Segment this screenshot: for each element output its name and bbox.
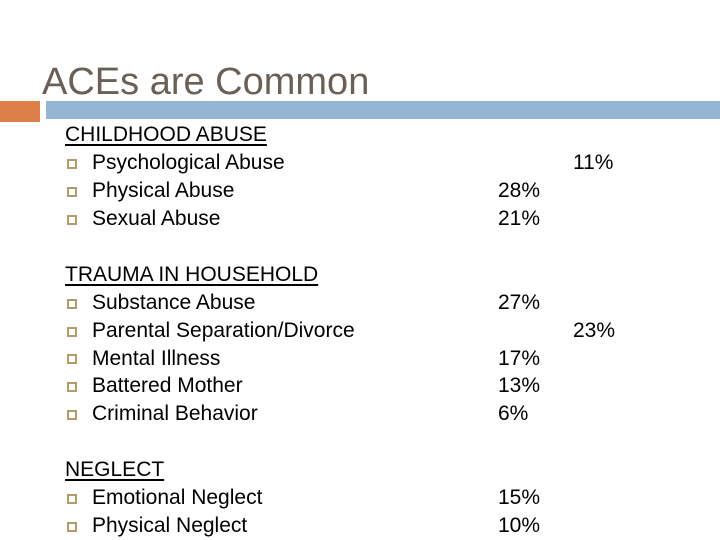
- item-label: Parental Separation/Divorce: [92, 318, 355, 342]
- item-label: Psychological Abuse: [92, 150, 285, 174]
- section-neglect: NEGLECT Emotional Neglect 15% Physical Negl…: [65, 456, 720, 540]
- list-item-battered-mother: Battered Mother 13%: [65, 372, 720, 400]
- list-item-physical-neglect: Physical Neglect 10%: [65, 512, 720, 540]
- section-childhood-abuse: CHILDHOOD ABUSE Psychological Abuse 11% Phy…: [65, 121, 720, 233]
- square-bullet-icon: [67, 186, 77, 197]
- item-percentage: 23%: [573, 318, 616, 342]
- square-bullet-icon: [67, 410, 77, 421]
- list-item-substance-abuse: Substance Abuse 27%: [65, 289, 720, 317]
- item-label: Sexual Abuse: [92, 206, 221, 230]
- square-bullet-icon: [67, 494, 77, 505]
- square-bullet-icon: [67, 298, 77, 309]
- item-label: Mental Illness: [92, 346, 221, 370]
- slide-title: ACEs are Common: [42, 61, 370, 103]
- item-percentage: 10%: [498, 514, 541, 538]
- item-label: Criminal Behavior: [92, 402, 258, 426]
- section-heading-row: TRAUMA IN HOUSEHOLD: [65, 261, 720, 289]
- list-item-criminal-behavior: Criminal Behavior 6%: [65, 400, 720, 428]
- list-item-emotional-neglect: Emotional Neglect 15%: [65, 484, 720, 512]
- item-label: Physical Neglect: [92, 514, 248, 538]
- item-percentage: 28%: [498, 178, 541, 202]
- square-bullet-icon: [67, 158, 77, 169]
- section-trauma-in-household: TRAUMA IN HOUSEHOLD Substance Abuse 27% Par…: [65, 261, 720, 429]
- list-item-physical-abuse: Physical Abuse 28%: [65, 177, 720, 205]
- slide-body: CHILDHOOD ABUSE Psychological Abuse 11% Phy…: [65, 121, 720, 540]
- accent-blue-bar: [46, 101, 720, 119]
- section-heading: NEGLECT: [65, 458, 165, 482]
- item-percentage: 21%: [498, 206, 541, 230]
- section-heading-row: NEGLECT: [65, 456, 720, 484]
- item-label: Battered Mother: [92, 374, 243, 398]
- list-item-psychological-abuse: Psychological Abuse 11%: [65, 149, 720, 177]
- square-bullet-icon: [67, 382, 77, 393]
- square-bullet-icon: [67, 214, 77, 225]
- item-percentage: 11%: [573, 150, 614, 174]
- item-percentage: 27%: [498, 290, 541, 314]
- item-label: Physical Abuse: [92, 178, 235, 202]
- section-heading: CHILDHOOD ABUSE: [65, 123, 267, 146]
- list-item-parental-separation-divorce: Parental Separation/Divorce 23%: [65, 317, 720, 345]
- item-percentage: 13%: [498, 374, 541, 398]
- item-percentage: 15%: [498, 486, 541, 510]
- list-item-sexual-abuse: Sexual Abuse 21%: [65, 205, 720, 233]
- item-percentage: 17%: [498, 346, 541, 370]
- section-heading: TRAUMA IN HOUSEHOLD: [65, 262, 319, 286]
- item-label: Substance Abuse: [92, 290, 256, 314]
- square-bullet-icon: [67, 354, 77, 365]
- item-label: Emotional Neglect: [92, 486, 263, 510]
- section-heading-row: CHILDHOOD ABUSE: [65, 121, 720, 149]
- square-bullet-icon: [67, 522, 77, 533]
- list-item-mental-illness: Mental Illness 17%: [65, 345, 720, 373]
- item-percentage: 6%: [498, 402, 529, 426]
- square-bullet-icon: [67, 326, 77, 337]
- accent-orange-square: [0, 101, 40, 122]
